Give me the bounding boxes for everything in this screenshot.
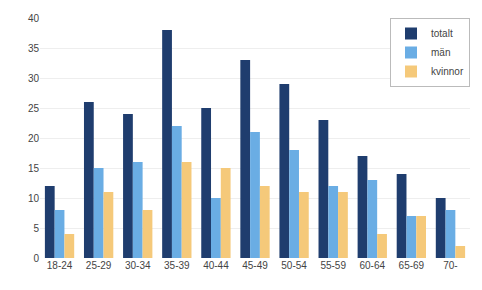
svg-text:30-34: 30-34 <box>125 260 151 271</box>
svg-text:25: 25 <box>28 103 40 114</box>
svg-text:30: 30 <box>28 73 40 84</box>
svg-text:0: 0 <box>33 253 39 264</box>
svg-text:20: 20 <box>28 133 40 144</box>
svg-text:35-39: 35-39 <box>164 260 190 271</box>
svg-text:kvinnor: kvinnor <box>431 66 464 77</box>
svg-text:35: 35 <box>28 43 40 54</box>
svg-text:15: 15 <box>28 163 40 174</box>
svg-text:65-69: 65-69 <box>399 260 425 271</box>
svg-text:60-64: 60-64 <box>359 260 385 271</box>
svg-text:18-24: 18-24 <box>47 260 73 271</box>
svg-text:40: 40 <box>28 13 40 24</box>
svg-text:50-54: 50-54 <box>281 260 307 271</box>
svg-text:10: 10 <box>28 193 40 204</box>
svg-text:70-: 70- <box>443 260 457 271</box>
svg-text:25-29: 25-29 <box>86 260 112 271</box>
svg-text:män: män <box>431 47 450 58</box>
svg-text:55-59: 55-59 <box>320 260 346 271</box>
svg-text:5: 5 <box>33 223 39 234</box>
svg-text:totalt: totalt <box>431 28 453 39</box>
svg-text:45-49: 45-49 <box>242 260 268 271</box>
svg-text:40-44: 40-44 <box>203 260 229 271</box>
